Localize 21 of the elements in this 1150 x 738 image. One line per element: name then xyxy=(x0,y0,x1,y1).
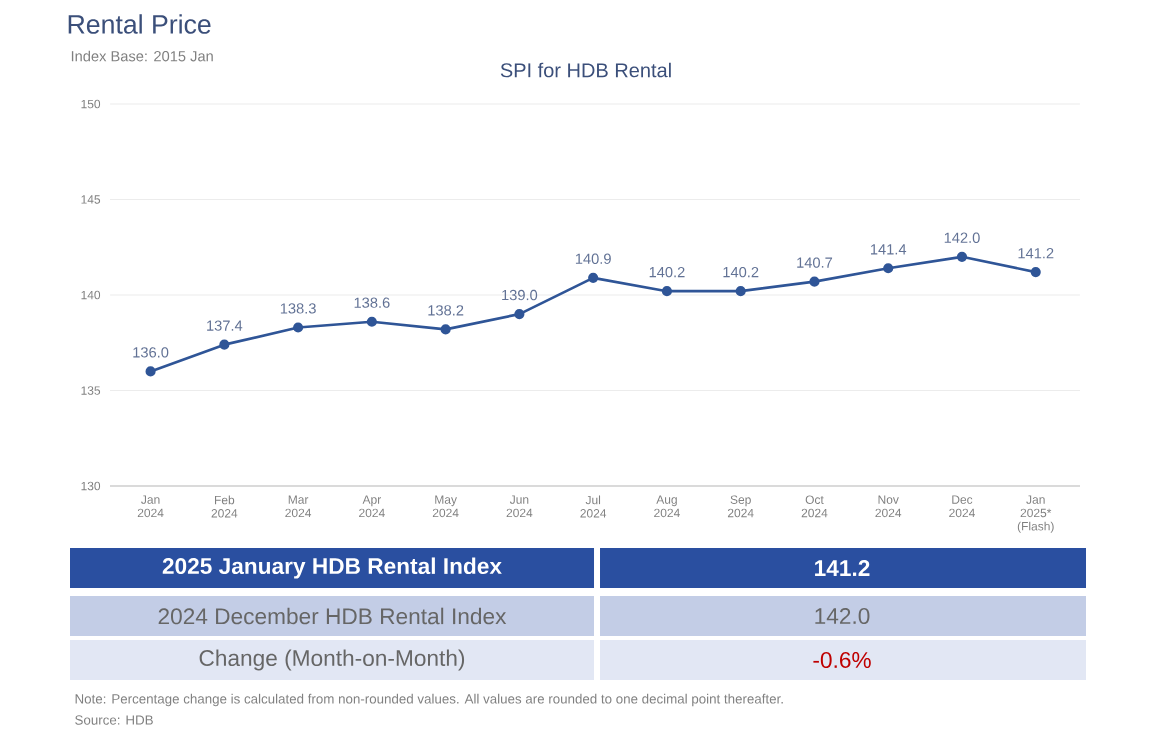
chart-title: Rental Price xyxy=(68,14,211,34)
point xyxy=(219,339,230,350)
point xyxy=(145,366,156,377)
text: SPI for HDB Rental xyxy=(500,62,671,78)
point xyxy=(883,263,894,274)
text: 141.2 xyxy=(815,560,870,576)
point xyxy=(735,286,746,297)
point xyxy=(809,276,820,287)
text: 2024 December HDB Rental Index xyxy=(158,607,507,625)
text: Change (Month-on-Month) xyxy=(199,649,465,671)
point xyxy=(440,324,451,335)
point xyxy=(293,322,304,333)
text: -0.6% xyxy=(813,652,871,669)
point xyxy=(366,316,377,327)
point xyxy=(514,309,525,320)
text: 2025 January HDB Rental Index xyxy=(162,557,502,579)
point xyxy=(588,272,599,283)
point xyxy=(956,251,968,262)
point xyxy=(661,286,672,297)
point xyxy=(1030,267,1041,278)
text: 142.0 xyxy=(815,608,870,625)
